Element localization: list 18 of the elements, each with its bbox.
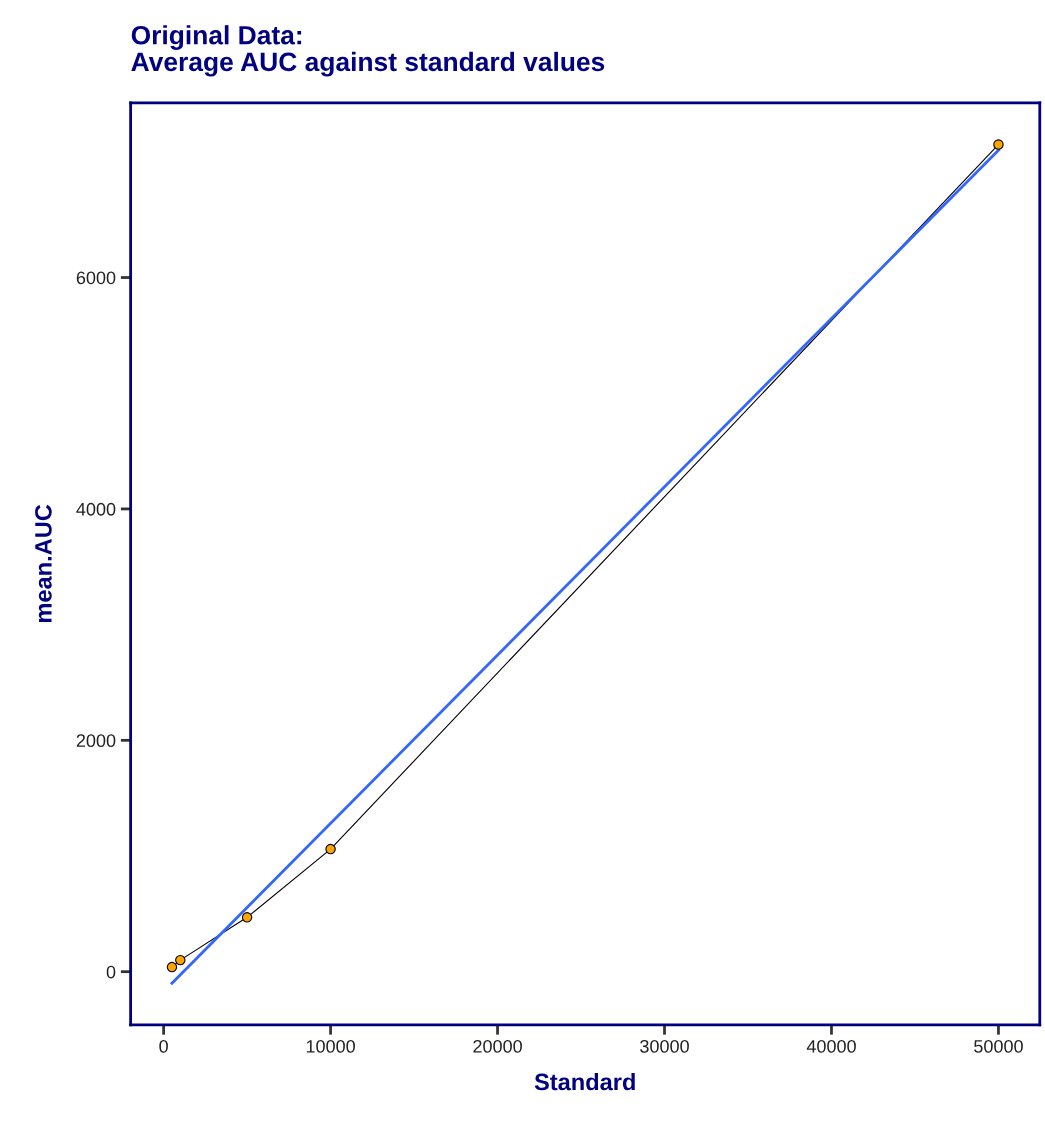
x-tick-label: 50000 — [974, 1039, 1023, 1053]
x-tick-label: 0 — [159, 1039, 168, 1053]
y-axis-title: mean.AUC — [35, 504, 52, 623]
x-tick-label: 40000 — [806, 1039, 856, 1053]
x-axis-title: Standard — [534, 1072, 635, 1091]
point — [993, 139, 1004, 150]
point — [166, 961, 178, 973]
point — [175, 954, 186, 966]
x-tick-label: 30000 — [640, 1039, 689, 1053]
x-tick-label: 20000 — [473, 1039, 522, 1053]
point — [325, 843, 336, 855]
y-tick-label: 0 — [106, 965, 116, 979]
chart-title: Original Data: Average AUC against standard values — [131, 25, 605, 77]
x-tick-label: 10000 — [306, 1039, 355, 1053]
y-tick-label: 6000 — [76, 271, 116, 285]
y-tick-label: 2000 — [76, 734, 116, 748]
y-tick-label: 4000 — [76, 502, 116, 516]
point — [241, 912, 253, 923]
